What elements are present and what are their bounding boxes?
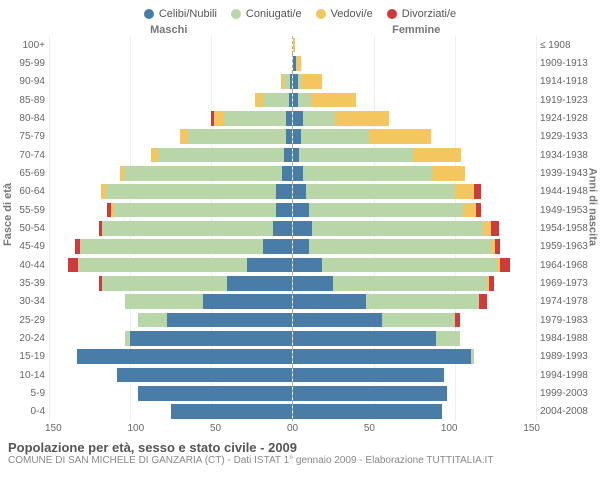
age-row: [49, 201, 536, 219]
bar-male: [49, 349, 292, 364]
bar-female: [293, 111, 536, 126]
xaxis: 150100500 050100150: [0, 423, 600, 434]
legend-swatch: [144, 9, 154, 19]
legend-item: Vedovi/e: [316, 8, 373, 20]
gender-headers: Maschi Femmine: [0, 24, 600, 36]
bar-male: [49, 93, 292, 108]
bar-female: [293, 74, 536, 89]
bar-female: [293, 386, 536, 401]
legend-label: Coniugati/e: [246, 8, 302, 20]
bar-male: [49, 294, 292, 309]
bar-female: [293, 239, 536, 254]
bar-male: [49, 184, 292, 199]
bar-male: [49, 203, 292, 218]
xaxis-ticks-right: 050100150: [293, 423, 541, 434]
age-row: [49, 293, 536, 311]
age-row: [49, 366, 536, 384]
chart-title: Popolazione per età, sesso e stato civil…: [0, 434, 600, 455]
age-row: [49, 128, 536, 146]
age-row: [49, 238, 536, 256]
bar-male: [49, 239, 292, 254]
bar-female: [293, 331, 536, 346]
age-row: [49, 219, 536, 237]
age-row: [49, 54, 536, 72]
bar-female: [293, 148, 536, 163]
bar-male: [49, 404, 292, 419]
bar-female: [293, 313, 536, 328]
age-row: [49, 183, 536, 201]
bar-male: [49, 56, 292, 71]
bar-male: [49, 368, 292, 383]
age-row: [49, 256, 536, 274]
age-row: [49, 329, 536, 347]
age-row: [49, 146, 536, 164]
bar-female: [293, 56, 536, 71]
bar-female: [293, 349, 536, 364]
bar-male: [49, 148, 292, 163]
bar-male: [49, 166, 292, 181]
bar-male: [49, 111, 292, 126]
population-pyramid: 100+95-9990-9485-8980-8475-7970-7465-696…: [0, 36, 600, 421]
age-row: [49, 164, 536, 182]
bar-male: [49, 331, 292, 346]
bar-male: [49, 386, 292, 401]
age-row: [49, 348, 536, 366]
header-male: Maschi: [45, 24, 293, 36]
bar-female: [293, 166, 536, 181]
legend-swatch: [231, 9, 241, 19]
bar-female: [293, 93, 536, 108]
legend-label: Celibi/Nubili: [159, 8, 217, 20]
age-row: [49, 274, 536, 292]
bar-female: [293, 221, 536, 236]
legend-label: Divorziati/e: [402, 8, 456, 20]
legend-item: Divorziati/e: [387, 8, 456, 20]
bar-male: [49, 129, 292, 144]
bar-female: [293, 184, 536, 199]
yaxis-year-labels: ≤ 19081909-19131914-19181919-19231924-19…: [536, 36, 600, 421]
bar-female: [293, 203, 536, 218]
bar-male: [49, 258, 292, 273]
legend-swatch: [387, 9, 397, 19]
bar-female: [293, 129, 536, 144]
yaxis-age-labels: 100+95-9990-9485-8980-8475-7970-7465-696…: [0, 36, 49, 421]
chart-subtitle: COMUNE DI SAN MICHELE DI GANZARIA (CT) -…: [0, 455, 600, 466]
legend: Celibi/Nubili Coniugati/e Vedovi/e Divorzia…: [0, 0, 600, 24]
bar-male: [49, 276, 292, 291]
legend-item: Coniugati/e: [231, 8, 302, 20]
plot-area: [49, 36, 536, 421]
bar-male: [49, 313, 292, 328]
age-row: [49, 109, 536, 127]
age-row: [49, 384, 536, 402]
bar-female: [293, 404, 536, 419]
bar-female: [293, 258, 536, 273]
xaxis-ticks-left: 150100500: [45, 423, 293, 434]
bar-male: [49, 38, 292, 53]
age-row: [49, 91, 536, 109]
age-row: [49, 311, 536, 329]
bar-female: [293, 368, 536, 383]
legend-item: Celibi/Nubili: [144, 8, 217, 20]
bar-female: [293, 38, 536, 53]
bar-male: [49, 74, 292, 89]
bar-male: [49, 221, 292, 236]
bar-female: [293, 294, 536, 309]
age-row: [49, 403, 536, 421]
age-row: [49, 36, 536, 54]
bar-female: [293, 276, 536, 291]
header-female: Femmine: [293, 24, 541, 36]
age-row: [49, 73, 536, 91]
legend-swatch: [316, 9, 326, 19]
legend-label: Vedovi/e: [331, 8, 373, 20]
